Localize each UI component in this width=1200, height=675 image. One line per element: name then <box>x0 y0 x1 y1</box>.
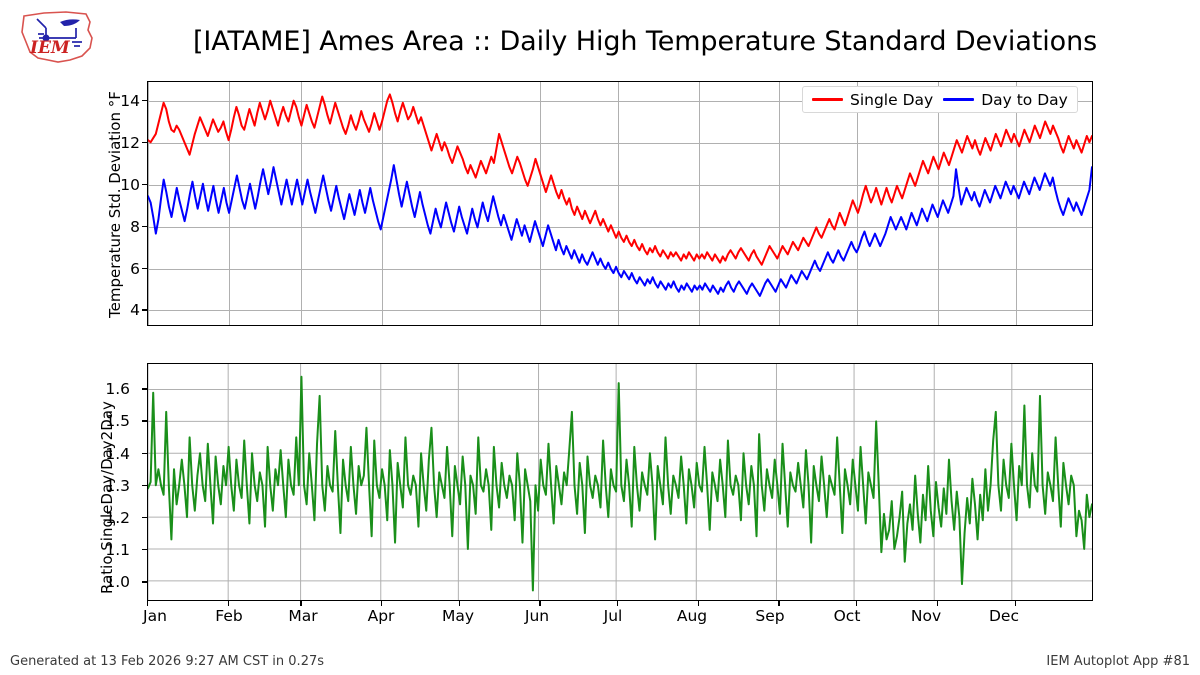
x-tickmark <box>778 601 780 606</box>
y-tick-label: 1.4 <box>105 444 130 463</box>
y-tickmark <box>142 420 147 422</box>
gridline-v <box>857 82 859 325</box>
x-tick-label: Nov <box>910 607 942 625</box>
y-axis-ticks-top: 4 6 8 10 12 14 <box>96 81 140 326</box>
iem-logo-svg: IEM <box>21 11 93 63</box>
x-tickmark <box>617 601 619 606</box>
footer-generated-text: Generated at 13 Feb 2026 9:27 AM CST in … <box>10 654 325 669</box>
x-tick-label: Oct <box>833 607 861 625</box>
x-tickmark <box>227 601 229 606</box>
gridline-h <box>148 310 1092 312</box>
x-tickmark <box>1014 601 1016 606</box>
y-tick-label: 1.2 <box>105 508 130 527</box>
x-tick-label: Sep <box>755 607 785 625</box>
page-title: [IATAME] Ames Area :: Daily High Tempera… <box>192 26 1098 57</box>
y-tickmark <box>142 581 147 583</box>
y-tick-label: 1.3 <box>105 476 130 495</box>
x-tickmark <box>697 601 699 606</box>
gridline-v <box>228 82 230 325</box>
x-tick-label: May <box>441 607 475 625</box>
gridline-v <box>937 82 939 325</box>
x-tick-label: Jun <box>524 607 550 625</box>
legend-entry-single-day[interactable]: Single Day <box>812 91 933 109</box>
iem-logo-text: IEM <box>29 38 71 58</box>
y-tickmark <box>142 484 147 487</box>
chart-legend: Single Day Day to Day <box>802 86 1078 113</box>
y-tick-label: 1.1 <box>105 541 130 559</box>
y-tickmark <box>142 549 147 551</box>
y-tick-label: 4 <box>130 301 140 320</box>
y-tick-label: 1.6 <box>105 380 130 399</box>
x-tickmark <box>936 601 938 606</box>
legend-entry-day-to-day[interactable]: Day to Day <box>943 91 1068 109</box>
temperature-series-plot <box>148 82 1092 325</box>
x-tick-label: Feb <box>215 607 243 625</box>
gridline-h <box>148 268 1092 270</box>
y-tickmark <box>142 388 147 390</box>
series-line <box>148 94 1092 264</box>
y-tickmark <box>142 99 147 102</box>
legend-swatch-red <box>812 97 843 102</box>
x-tickmark <box>458 601 460 606</box>
y-tick-label: 12 <box>120 133 140 152</box>
y-tickmark <box>142 516 147 519</box>
y-tickmark <box>142 309 147 311</box>
gridline-v <box>618 82 620 325</box>
iowa-outline-shape <box>21 11 93 63</box>
ratio-series-plot <box>148 364 1092 600</box>
gridline-v <box>381 82 383 325</box>
ratio-chart <box>147 363 1093 601</box>
y-axis-label-top: Temperature Std. Deviation °F <box>106 91 124 318</box>
gridline-v <box>540 82 542 325</box>
x-tick-label: Jul <box>603 607 623 625</box>
y-tick-label: 14 <box>120 91 140 110</box>
gridline-h <box>148 142 1092 144</box>
temperature-std-deviation-chart <box>147 81 1093 326</box>
legend-label: Day to Day <box>981 90 1068 109</box>
gridline-v <box>1015 82 1017 325</box>
gridline-v <box>148 82 149 325</box>
gridline-h <box>148 100 1092 102</box>
x-tick-label: Dec <box>989 607 1019 625</box>
y-tick-label: 6 <box>130 259 140 278</box>
x-tick-label: Jan <box>143 607 167 625</box>
x-tickmark <box>380 601 383 606</box>
y-tickmark <box>142 452 147 454</box>
x-tickmark <box>856 601 858 606</box>
x-tickmark <box>300 601 302 606</box>
gridline-v <box>698 82 700 325</box>
x-tick-label: Apr <box>367 607 395 625</box>
x-tick-label: Mar <box>288 607 318 625</box>
x-tickmark <box>539 601 541 606</box>
legend-swatch-blue <box>943 97 975 102</box>
y-axis-label-bottom: Ratio SingleDay/Day2Day <box>98 401 116 594</box>
x-tickmark <box>147 601 149 606</box>
footer-app-text: IEM Autoplot App #81 <box>1046 654 1190 669</box>
y-tickmark <box>142 141 147 144</box>
y-tickmark <box>142 225 147 227</box>
series-line <box>148 165 1092 296</box>
y-tick-label: 10 <box>120 175 140 194</box>
weather-station-symbol <box>36 18 82 47</box>
y-tickmark <box>142 183 147 185</box>
iem-logo[interactable]: IEM <box>14 8 100 66</box>
legend-label: Single Day <box>850 90 934 109</box>
gridline-h <box>148 226 1092 228</box>
gridline-h <box>148 184 1092 186</box>
y-tick-label: 1.5 <box>105 412 130 431</box>
gridline-v <box>779 82 781 325</box>
x-tick-label: Aug <box>676 607 708 625</box>
y-tick-label: 8 <box>130 217 140 236</box>
y-tickmark <box>142 267 147 269</box>
series-line <box>148 377 1092 591</box>
y-axis-ticks-bottom: 1.0 1.1 1.2 1.3 1.4 1.5 1.6 <box>86 363 130 601</box>
y-tick-label: 1.0 <box>105 573 130 592</box>
